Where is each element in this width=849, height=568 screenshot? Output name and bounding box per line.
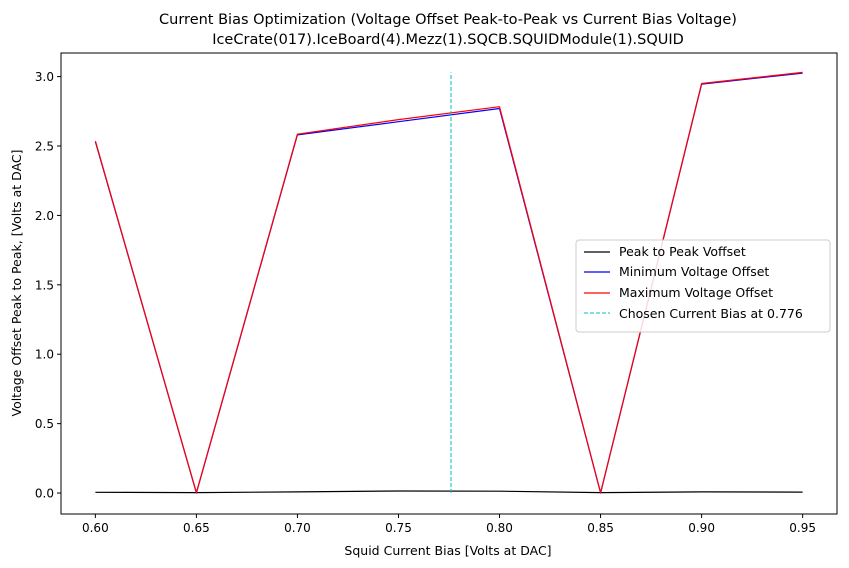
y-tick-label: 3.0 xyxy=(35,70,54,84)
x-tick-label: 0.60 xyxy=(82,521,109,535)
legend-label-vline: Chosen Current Bias at 0.776 xyxy=(619,306,803,321)
x-tick-label: 0.70 xyxy=(284,521,311,535)
x-tick-label: 0.65 xyxy=(183,521,210,535)
plot-lines xyxy=(94,71,803,494)
y-axis-ticks: 0.0 0.5 1.0 1.5 2.0 2.5 3.0 xyxy=(35,70,61,501)
y-tick-label: 0.5 xyxy=(35,417,54,431)
x-axis-label: Squid Current Bias [Volts at DAC] xyxy=(344,543,551,558)
y-tick-label: 1.5 xyxy=(35,278,54,292)
x-axis-ticks: 0.60 0.65 0.70 0.75 0.80 0.85 0.90 0.95 xyxy=(82,514,816,535)
y-axis-label: Voltage Offset Peak to Peak, [Volts at D… xyxy=(9,149,24,416)
chart-title-line1: Current Bias Optimization (Voltage Offse… xyxy=(159,12,737,28)
series-line-peak-to-peak-voffset xyxy=(95,490,803,494)
legend: Peak to Peak Voffset Minimum Voltage Off… xyxy=(575,239,831,333)
x-tick-label: 0.90 xyxy=(688,521,715,535)
x-tick-label: 0.95 xyxy=(789,521,816,535)
y-tick-label: 1.0 xyxy=(35,348,54,362)
legend-label-peak: Peak to Peak Voffset xyxy=(619,244,746,259)
plot-frame xyxy=(60,52,838,515)
x-tick-label: 0.80 xyxy=(486,521,513,535)
y-tick-label: 0.0 xyxy=(35,487,54,501)
legend-label-min: Minimum Voltage Offset xyxy=(619,264,769,279)
legend-box xyxy=(575,239,831,333)
y-tick-label: 2.0 xyxy=(35,209,54,223)
chart-title-line2: IceCrate(017).IceBoard(4).Mezz(1).SQCB.S… xyxy=(212,32,684,48)
series-line-maximum-voltage-offset xyxy=(94,71,803,494)
legend-label-max: Maximum Voltage Offset xyxy=(619,285,773,300)
x-tick-label: 0.85 xyxy=(587,521,614,535)
x-tick-label: 0.75 xyxy=(385,521,412,535)
y-tick-label: 2.5 xyxy=(35,140,54,154)
